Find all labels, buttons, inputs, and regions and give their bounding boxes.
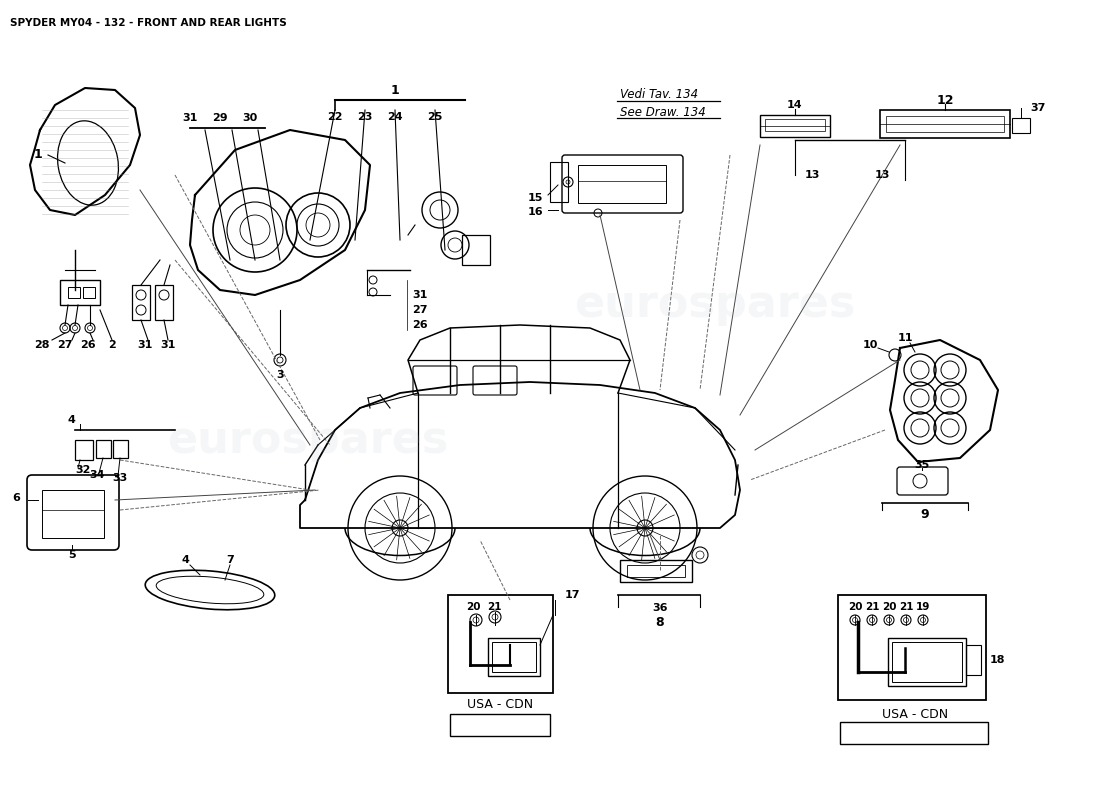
Text: 20: 20 (465, 602, 481, 612)
Bar (892, 642, 962, 682)
Text: 11: 11 (898, 333, 913, 343)
Text: 8: 8 (656, 617, 664, 630)
Bar (82, 287, 95, 298)
Text: 14: 14 (788, 100, 803, 110)
Text: 22: 22 (328, 112, 343, 122)
Text: 21: 21 (486, 602, 502, 612)
Bar (764, 119, 825, 131)
Text: 7: 7 (227, 555, 234, 565)
Text: 16: 16 (527, 207, 543, 217)
Text: eurospares: eurospares (167, 418, 449, 462)
Bar (132, 285, 150, 320)
Text: 23: 23 (358, 112, 373, 122)
Text: 26: 26 (412, 320, 428, 330)
Bar (68, 287, 80, 298)
Text: 1: 1 (390, 83, 399, 97)
Text: 5: 5 (68, 550, 76, 560)
Bar (840, 722, 988, 744)
Bar (550, 162, 568, 202)
Text: 4: 4 (67, 415, 75, 425)
Text: Vedi Tav. 134: Vedi Tav. 134 (620, 89, 698, 102)
Text: 30: 30 (242, 113, 257, 123)
Bar (838, 595, 986, 700)
Bar (42, 490, 104, 538)
Text: 31: 31 (183, 113, 198, 123)
Text: 34: 34 (89, 470, 104, 480)
Text: 13: 13 (874, 170, 890, 180)
Text: 24: 24 (387, 112, 403, 122)
Text: 31: 31 (138, 340, 153, 350)
Text: 37: 37 (1030, 103, 1045, 113)
Text: 27: 27 (412, 305, 428, 315)
Text: 25: 25 (427, 112, 442, 122)
Bar (75, 440, 94, 460)
Text: 31: 31 (161, 340, 176, 350)
Text: 19: 19 (916, 602, 931, 612)
Text: SPYDER MY04 - 132 - FRONT AND REAR LIGHTS: SPYDER MY04 - 132 - FRONT AND REAR LIGHT… (10, 18, 287, 28)
Text: 13: 13 (805, 170, 821, 180)
Text: 17: 17 (565, 590, 581, 600)
Text: 4: 4 (182, 555, 189, 565)
Text: 2: 2 (108, 340, 115, 350)
Bar (627, 565, 685, 577)
Bar (1012, 118, 1030, 133)
Text: 28: 28 (34, 340, 50, 350)
Bar (155, 285, 173, 320)
Text: 1: 1 (33, 149, 42, 162)
Bar (450, 714, 550, 736)
Bar (113, 440, 128, 458)
Bar (880, 110, 1010, 138)
Text: eurospares: eurospares (574, 282, 856, 326)
Bar (448, 595, 553, 693)
Text: 21: 21 (899, 602, 913, 612)
Text: 21: 21 (865, 602, 879, 612)
Text: 26: 26 (80, 340, 96, 350)
Bar (578, 165, 666, 203)
Text: 20: 20 (882, 602, 896, 612)
Text: 32: 32 (75, 465, 90, 475)
Text: 36: 36 (652, 603, 668, 613)
Bar (462, 235, 490, 265)
Text: 18: 18 (990, 655, 1005, 665)
Bar (492, 642, 536, 672)
Bar (60, 280, 100, 305)
Text: 27: 27 (57, 340, 73, 350)
Text: USA - CDN: USA - CDN (466, 698, 534, 711)
Bar (888, 638, 966, 686)
Text: 31: 31 (412, 290, 428, 300)
Text: 33: 33 (112, 473, 128, 483)
Bar (488, 638, 540, 676)
Text: See Draw. 134: See Draw. 134 (620, 106, 706, 118)
Text: 29: 29 (212, 113, 228, 123)
Bar (96, 440, 111, 458)
Bar (620, 560, 692, 582)
Bar (760, 115, 830, 137)
Text: 12: 12 (936, 94, 954, 106)
Text: USA - CDN: USA - CDN (882, 709, 948, 722)
Text: 15: 15 (528, 193, 543, 203)
Bar (886, 116, 1004, 132)
Text: 6: 6 (12, 493, 20, 503)
Text: 20: 20 (848, 602, 862, 612)
Bar (966, 645, 981, 675)
Text: 9: 9 (921, 509, 929, 522)
Text: 10: 10 (862, 340, 878, 350)
Text: 35: 35 (914, 460, 929, 470)
Text: 3: 3 (276, 370, 284, 380)
